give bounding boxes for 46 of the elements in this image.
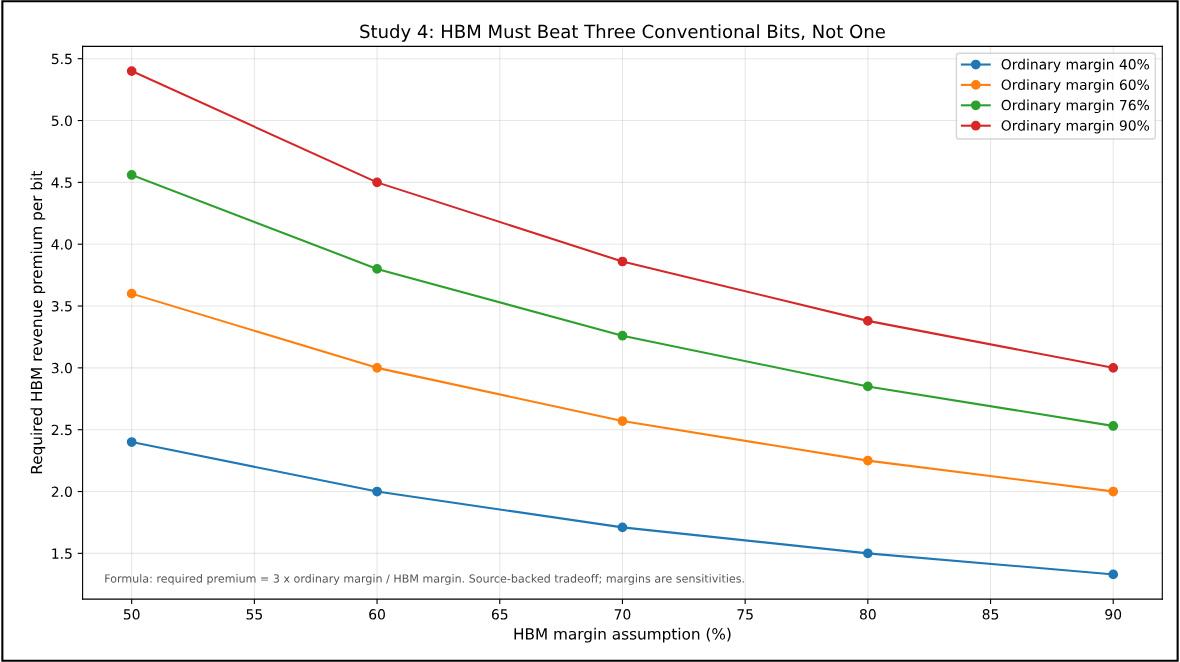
x-tick-label: 85 <box>982 609 999 620</box>
point <box>862 381 873 392</box>
point <box>372 177 382 188</box>
point <box>126 170 137 180</box>
y-tick-label: 1.5 <box>52 548 72 559</box>
point <box>1108 569 1119 580</box>
x-tick-label: 70 <box>614 609 631 620</box>
x-tick-label: 55 <box>246 609 262 620</box>
point <box>1108 486 1119 497</box>
x-tick-label: 80 <box>859 609 876 620</box>
point <box>617 522 628 533</box>
point <box>126 437 137 447</box>
y-axis-title: Required HBM revenue premium per bit <box>30 171 46 474</box>
point <box>1108 421 1119 431</box>
legend-label: Ordinary margin 40% <box>1001 58 1150 73</box>
x-tick-label: 65 <box>491 609 508 620</box>
point <box>617 330 628 341</box>
point <box>862 316 873 326</box>
x-axis-title: HBM margin assumption (%) <box>514 627 731 643</box>
x-tick-label: 90 <box>1105 609 1122 620</box>
y-tick-label: 4.5 <box>51 177 72 188</box>
chart-title: Study 4: HBM Must Beat Three Conventional Bits, Not One <box>360 24 885 42</box>
point <box>1108 362 1119 373</box>
point <box>862 455 873 466</box>
legend-label: Ordinary margin 60% <box>1001 79 1150 93</box>
y-tick-label: 5.0 <box>51 115 72 127</box>
y-tick-label: 3.0 <box>51 362 72 374</box>
point <box>617 416 628 426</box>
y-tick-label: 2.5 <box>51 424 72 436</box>
x-tick-label: 75 <box>737 609 753 620</box>
point <box>372 264 382 274</box>
legend-label: Ordinary margin 90% <box>1001 120 1150 134</box>
y-tick-label: 5.5 <box>51 53 72 65</box>
point <box>126 288 137 299</box>
x-tick-label: 50 <box>123 609 140 620</box>
point <box>372 362 382 373</box>
legend-label: Ordinary margin 76% <box>1001 99 1150 114</box>
point <box>126 66 137 76</box>
y-tick-label: 4.0 <box>51 239 72 250</box>
y-tick-label: 2.0 <box>51 486 72 497</box>
point <box>617 256 628 267</box>
point <box>862 548 873 559</box>
annotation: Formula: required premium = 3 x ordinary margin / HBM margin. Source-backed tradeoff; margins are sensitivities. <box>105 574 744 585</box>
x-tick-label: 60 <box>369 609 385 620</box>
y-tick-label: 3.5 <box>51 301 72 312</box>
point <box>372 486 382 497</box>
